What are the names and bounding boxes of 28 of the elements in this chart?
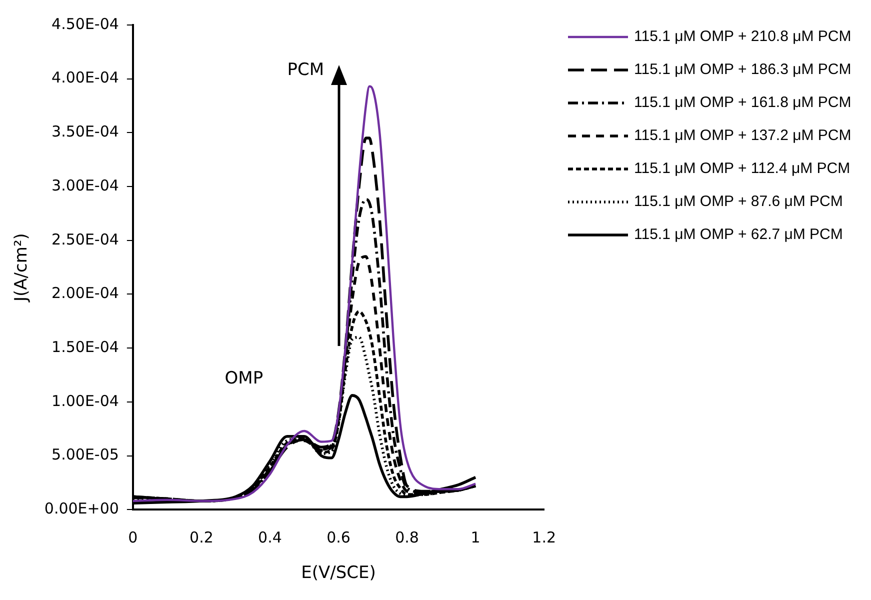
y-tick-label: 0.00E+00 — [44, 499, 119, 518]
y-tick-label: 3.50E-04 — [52, 122, 119, 141]
y-tick-label: 4.50E-04 — [52, 14, 119, 33]
legend-label: 115.1 μM OMP + 186.3 μM PCM — [634, 61, 852, 78]
x-tick-label: 0.6 — [326, 528, 350, 546]
x-tick-label: 1.2 — [532, 528, 556, 546]
y-tick-label: 1.00E-04 — [52, 392, 119, 410]
y-tick-label: 5.00E-05 — [52, 446, 119, 464]
y-axis-title: J(A/cm²) — [12, 233, 32, 302]
x-axis-title: E(V/SCE) — [301, 563, 376, 584]
y-tick-label: 2.00E-04 — [52, 284, 119, 302]
y-tick-label: 4.00E-04 — [52, 68, 119, 87]
annotation: PCM — [287, 60, 324, 80]
x-tick-label: 0.4 — [258, 528, 282, 546]
y-tick-label: 3.00E-04 — [52, 176, 119, 194]
legend-label: 115.1 μM OMP + 87.6 μM PCM — [634, 193, 843, 210]
legend-label: 115.1 μM OMP + 210.8 μM PCM — [634, 28, 852, 45]
legend-label: 115.1 μM OMP + 137.2 μM PCM — [634, 127, 852, 144]
legend-label: 115.1 μM OMP + 112.4 μM PCM — [634, 160, 850, 177]
y-tick-label: 2.50E-04 — [52, 230, 119, 248]
x-tick-label: 0.2 — [190, 528, 214, 546]
x-tick-label: 0.8 — [395, 528, 419, 546]
x-tick-label: 1 — [470, 528, 480, 546]
legend-label: 115.1 μM OMP + 62.7 μM PCM — [634, 226, 843, 243]
y-tick-label: 1.50E-04 — [52, 338, 119, 356]
legend-label: 115.1 μM OMP + 161.8 μM PCM — [634, 94, 852, 111]
annotation: OMP — [224, 368, 264, 389]
x-tick-label: 0 — [128, 528, 138, 546]
